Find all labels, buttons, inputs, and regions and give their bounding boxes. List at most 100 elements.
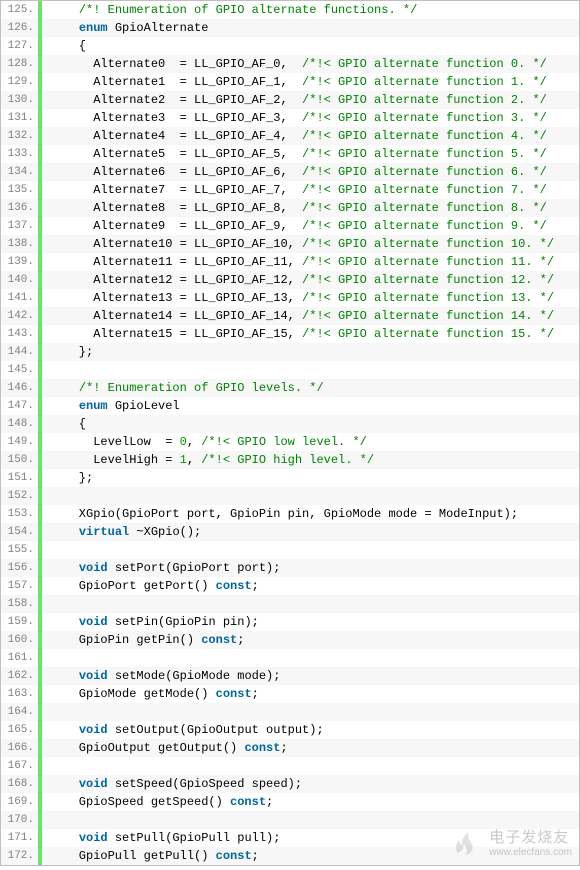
- code-line: 149. LevelLow = 0, /*!< GPIO low level. …: [1, 433, 579, 451]
- line-number: 147.: [1, 397, 39, 415]
- code-line: 163. GpioMode getMode() const;: [1, 685, 579, 703]
- line-number: 155.: [1, 541, 39, 559]
- line-number: 165.: [1, 721, 39, 739]
- line-number: 160.: [1, 631, 39, 649]
- line-number: 170.: [1, 811, 39, 829]
- line-number: 133.: [1, 145, 39, 163]
- code-line: 137. Alternate9 = LL_GPIO_AF_9, /*!< GPI…: [1, 217, 579, 235]
- code-content[interactable]: [42, 757, 579, 775]
- line-number: 137.: [1, 217, 39, 235]
- line-number: 141.: [1, 289, 39, 307]
- code-line: 172. GpioPull getPull() const;: [1, 847, 579, 865]
- code-content[interactable]: enum GpioLevel: [42, 397, 579, 415]
- code-content[interactable]: XGpio(GpioPort port, GpioPin pin, GpioMo…: [42, 505, 579, 523]
- code-content[interactable]: Alternate0 = LL_GPIO_AF_0, /*!< GPIO alt…: [42, 55, 579, 73]
- code-content[interactable]: void setPull(GpioPull pull);: [42, 829, 579, 847]
- code-content[interactable]: enum GpioAlternate: [42, 19, 579, 37]
- code-content[interactable]: void setPin(GpioPin pin);: [42, 613, 579, 631]
- code-line: 150. LevelHigh = 1, /*!< GPIO high level…: [1, 451, 579, 469]
- code-line: 139. Alternate11 = LL_GPIO_AF_11, /*!< G…: [1, 253, 579, 271]
- code-content[interactable]: Alternate3 = LL_GPIO_AF_3, /*!< GPIO alt…: [42, 109, 579, 127]
- line-number: 144.: [1, 343, 39, 361]
- code-content[interactable]: Alternate7 = LL_GPIO_AF_7, /*!< GPIO alt…: [42, 181, 579, 199]
- code-line: 142. Alternate14 = LL_GPIO_AF_14, /*!< G…: [1, 307, 579, 325]
- line-number: 166.: [1, 739, 39, 757]
- code-content[interactable]: [42, 703, 579, 721]
- line-number: 159.: [1, 613, 39, 631]
- code-content[interactable]: };: [42, 469, 579, 487]
- code-content[interactable]: Alternate5 = LL_GPIO_AF_5, /*!< GPIO alt…: [42, 145, 579, 163]
- line-number: 142.: [1, 307, 39, 325]
- code-line: 152.: [1, 487, 579, 505]
- code-line: 127. {: [1, 37, 579, 55]
- code-content[interactable]: GpioSpeed getSpeed() const;: [42, 793, 579, 811]
- code-line: 153. XGpio(GpioPort port, GpioPin pin, G…: [1, 505, 579, 523]
- code-content[interactable]: };: [42, 343, 579, 361]
- code-content[interactable]: Alternate1 = LL_GPIO_AF_1, /*!< GPIO alt…: [42, 73, 579, 91]
- code-line: 157. GpioPort getPort() const;: [1, 577, 579, 595]
- code-line: 132. Alternate4 = LL_GPIO_AF_4, /*!< GPI…: [1, 127, 579, 145]
- code-line: 141. Alternate13 = LL_GPIO_AF_13, /*!< G…: [1, 289, 579, 307]
- code-content[interactable]: void setPort(GpioPort port);: [42, 559, 579, 577]
- line-number: 169.: [1, 793, 39, 811]
- code-content[interactable]: GpioPull getPull() const;: [42, 847, 579, 865]
- code-content[interactable]: GpioMode getMode() const;: [42, 685, 579, 703]
- code-line: 128. Alternate0 = LL_GPIO_AF_0, /*!< GPI…: [1, 55, 579, 73]
- code-line: 133. Alternate5 = LL_GPIO_AF_5, /*!< GPI…: [1, 145, 579, 163]
- code-content[interactable]: Alternate10 = LL_GPIO_AF_10, /*!< GPIO a…: [42, 235, 579, 253]
- code-content[interactable]: Alternate9 = LL_GPIO_AF_9, /*!< GPIO alt…: [42, 217, 579, 235]
- code-content[interactable]: [42, 595, 579, 613]
- code-line: 129. Alternate1 = LL_GPIO_AF_1, /*!< GPI…: [1, 73, 579, 91]
- code-content[interactable]: Alternate4 = LL_GPIO_AF_4, /*!< GPIO alt…: [42, 127, 579, 145]
- code-content[interactable]: Alternate6 = LL_GPIO_AF_6, /*!< GPIO alt…: [42, 163, 579, 181]
- code-line: 138. Alternate10 = LL_GPIO_AF_10, /*!< G…: [1, 235, 579, 253]
- line-number: 125.: [1, 1, 39, 19]
- line-number: 163.: [1, 685, 39, 703]
- code-content[interactable]: Alternate12 = LL_GPIO_AF_12, /*!< GPIO a…: [42, 271, 579, 289]
- line-number: 130.: [1, 91, 39, 109]
- code-content[interactable]: Alternate2 = LL_GPIO_AF_2, /*!< GPIO alt…: [42, 91, 579, 109]
- code-line: 131. Alternate3 = LL_GPIO_AF_3, /*!< GPI…: [1, 109, 579, 127]
- line-number: 167.: [1, 757, 39, 775]
- code-content[interactable]: [42, 361, 579, 379]
- code-content[interactable]: LevelHigh = 1, /*!< GPIO high level. */: [42, 451, 579, 469]
- line-number: 158.: [1, 595, 39, 613]
- code-line: 159. void setPin(GpioPin pin);: [1, 613, 579, 631]
- code-content[interactable]: /*! Enumeration of GPIO alternate functi…: [42, 1, 579, 19]
- line-number: 139.: [1, 253, 39, 271]
- code-content[interactable]: void setMode(GpioMode mode);: [42, 667, 579, 685]
- line-number: 150.: [1, 451, 39, 469]
- code-content[interactable]: GpioPin getPin() const;: [42, 631, 579, 649]
- code-content[interactable]: GpioOutput getOutput() const;: [42, 739, 579, 757]
- code-content[interactable]: void setOutput(GpioOutput output);: [42, 721, 579, 739]
- code-content[interactable]: GpioPort getPort() const;: [42, 577, 579, 595]
- code-content[interactable]: [42, 487, 579, 505]
- code-content[interactable]: Alternate13 = LL_GPIO_AF_13, /*!< GPIO a…: [42, 289, 579, 307]
- code-content[interactable]: [42, 541, 579, 559]
- line-number: 146.: [1, 379, 39, 397]
- code-line: 168. void setSpeed(GpioSpeed speed);: [1, 775, 579, 793]
- code-content[interactable]: virtual ~XGpio();: [42, 523, 579, 541]
- line-number: 152.: [1, 487, 39, 505]
- code-content[interactable]: [42, 811, 579, 829]
- code-line: 165. void setOutput(GpioOutput output);: [1, 721, 579, 739]
- code-content[interactable]: LevelLow = 0, /*!< GPIO low level. */: [42, 433, 579, 451]
- code-line: 143. Alternate15 = LL_GPIO_AF_15, /*!< G…: [1, 325, 579, 343]
- code-content[interactable]: Alternate14 = LL_GPIO_AF_14, /*!< GPIO a…: [42, 307, 579, 325]
- line-number: 129.: [1, 73, 39, 91]
- line-number: 136.: [1, 199, 39, 217]
- code-content[interactable]: Alternate8 = LL_GPIO_AF_8, /*!< GPIO alt…: [42, 199, 579, 217]
- code-line: 161.: [1, 649, 579, 667]
- code-content[interactable]: /*! Enumeration of GPIO levels. */: [42, 379, 579, 397]
- line-number: 126.: [1, 19, 39, 37]
- line-number: 154.: [1, 523, 39, 541]
- code-content[interactable]: void setSpeed(GpioSpeed speed);: [42, 775, 579, 793]
- code-line: 171. void setPull(GpioPull pull);: [1, 829, 579, 847]
- code-line: 130. Alternate2 = LL_GPIO_AF_2, /*!< GPI…: [1, 91, 579, 109]
- code-content[interactable]: {: [42, 37, 579, 55]
- code-content[interactable]: Alternate15 = LL_GPIO_AF_15, /*!< GPIO a…: [42, 325, 579, 343]
- code-content[interactable]: [42, 649, 579, 667]
- code-content[interactable]: Alternate11 = LL_GPIO_AF_11, /*!< GPIO a…: [42, 253, 579, 271]
- code-content[interactable]: {: [42, 415, 579, 433]
- line-number: 164.: [1, 703, 39, 721]
